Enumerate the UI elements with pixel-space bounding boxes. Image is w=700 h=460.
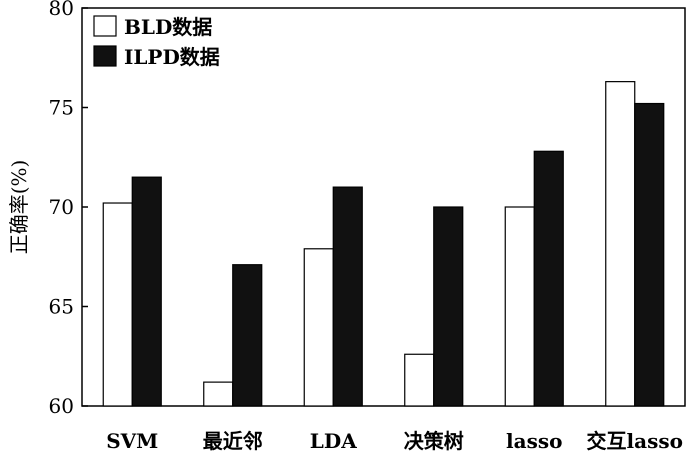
bars: [102, 81, 665, 407]
bar-bld: [404, 353, 435, 407]
bar-ilpd: [232, 264, 263, 407]
bar-ilpd: [533, 150, 564, 407]
bar-bld: [303, 248, 334, 407]
x-category-label: lasso: [506, 429, 562, 453]
x-category-label: 交互lasso: [587, 429, 683, 453]
bar-bld: [504, 206, 535, 407]
y-axis-title: 正确率(%): [7, 160, 31, 255]
x-category-label: 最近邻: [203, 429, 263, 453]
x-category-label: LDA: [310, 429, 357, 453]
bar-ilpd: [332, 186, 363, 407]
bar-ilpd: [634, 102, 665, 407]
legend-label-bld: BLD数据: [124, 15, 212, 39]
legend: BLD数据 ILPD数据: [93, 15, 220, 69]
y-tick-label: 75: [49, 96, 74, 120]
bar-bld: [102, 202, 133, 407]
labels: 60 65 70 75 80 正确率(%) SVM 最近邻 LDA 决策树 lasso 交互lasso: [7, 0, 683, 453]
bar-ilpd: [131, 176, 162, 407]
y-tick-label: 65: [49, 295, 74, 319]
x-category-label: 决策树: [404, 429, 464, 453]
x-category-label: SVM: [106, 429, 158, 453]
legend-label-ilpd: ILPD数据: [124, 45, 220, 69]
bar-bld: [203, 381, 234, 407]
legend-swatch-bld: [93, 15, 117, 37]
y-tick-label: 70: [49, 195, 74, 219]
legend-swatch-ilpd: [93, 45, 117, 67]
y-tick-label: 60: [49, 394, 74, 418]
bar-bld: [605, 81, 636, 407]
bar-ilpd: [433, 206, 464, 407]
y-tick-label: 80: [49, 0, 74, 20]
